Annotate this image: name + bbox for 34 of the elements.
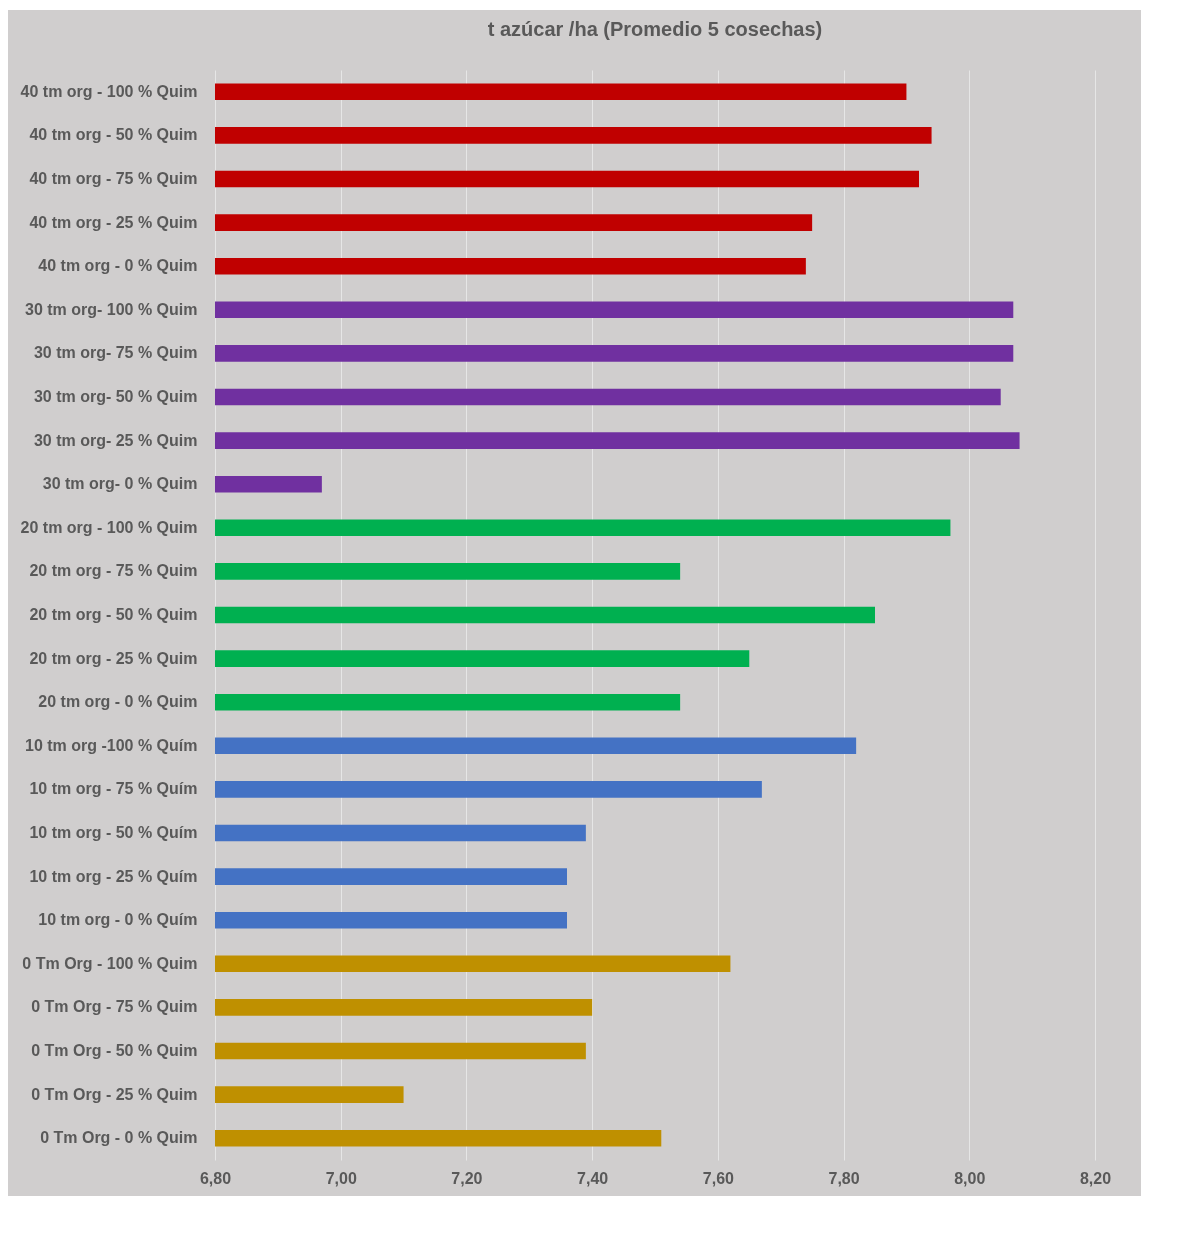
x-tick-label: 7,60 <box>702 1169 735 1187</box>
y-tick-label: 10 tm org - 25 % Quím <box>29 867 198 885</box>
y-tick-label: 0 Tm Org - 0 % Quim <box>40 1129 198 1147</box>
y-tick-label: 30 tm org- 50 % Quim <box>33 388 198 405</box>
chart-title: t azúcar /ha (Promedio 5 cosechas) <box>487 18 823 40</box>
y-tick-label: 20 tm org - 100 % Quim <box>20 518 198 536</box>
y-tick-label: 20 tm org - 25 % Quim <box>29 649 198 667</box>
y-tick-label: 40 tm org - 50 % Quim <box>29 126 198 144</box>
y-tick-label: 0 Tm Org - 100 % Quim <box>22 954 198 972</box>
x-tick-label: 8,00 <box>954 1169 986 1187</box>
x-tick-label: 8,20 <box>1079 1169 1112 1187</box>
x-tick-label: 7,40 <box>577 1169 609 1187</box>
y-tick-label: 40 tm org - 100 % Quim <box>20 82 198 100</box>
y-tick-label: 40 tm org - 0 % Quim <box>38 257 198 275</box>
y-tick-label: 0 Tm Org - 75 % Quim <box>31 998 198 1016</box>
y-tick-label: 30 tm org- 75 % Quim <box>33 344 198 362</box>
x-tick-label: 7,80 <box>828 1169 860 1187</box>
y-tick-label: 30 tm org- 0 % Quim <box>42 475 198 493</box>
y-tick-label: 40 tm org - 75 % Quim <box>29 170 198 187</box>
y-tick-label: 30 tm org- 100 % Quim <box>25 300 198 318</box>
y-tick-label: 10 tm org - 50 % Quím <box>29 824 198 841</box>
y-tick-label: 0 Tm Org - 50 % Quim <box>31 1042 198 1059</box>
y-tick-label: 20 tm org - 75 % Quim <box>29 562 198 580</box>
y-tick-label: 10 tm org - 75 % Quím <box>29 780 198 798</box>
x-tick-label: 7,20 <box>451 1169 483 1187</box>
x-tick-label: 7,00 <box>325 1169 357 1187</box>
y-tick-label: 0 Tm Org - 25 % Quim <box>31 1085 198 1103</box>
x-tick-label: 6,80 <box>199 1169 232 1187</box>
y-tick-label: 30 tm org- 25 % Quim <box>33 431 198 449</box>
y-tick-label: 40 tm org - 25 % Quim <box>29 213 198 231</box>
y-tick-label: 20 tm org - 50 % Quim <box>29 606 198 623</box>
y-tick-label: 10 tm org -100 % Quím <box>25 736 198 754</box>
y-tick-label: 20 tm org - 0 % Quim <box>38 693 198 711</box>
y-tick-label: 10 tm org - 0 % Quím <box>38 911 198 929</box>
